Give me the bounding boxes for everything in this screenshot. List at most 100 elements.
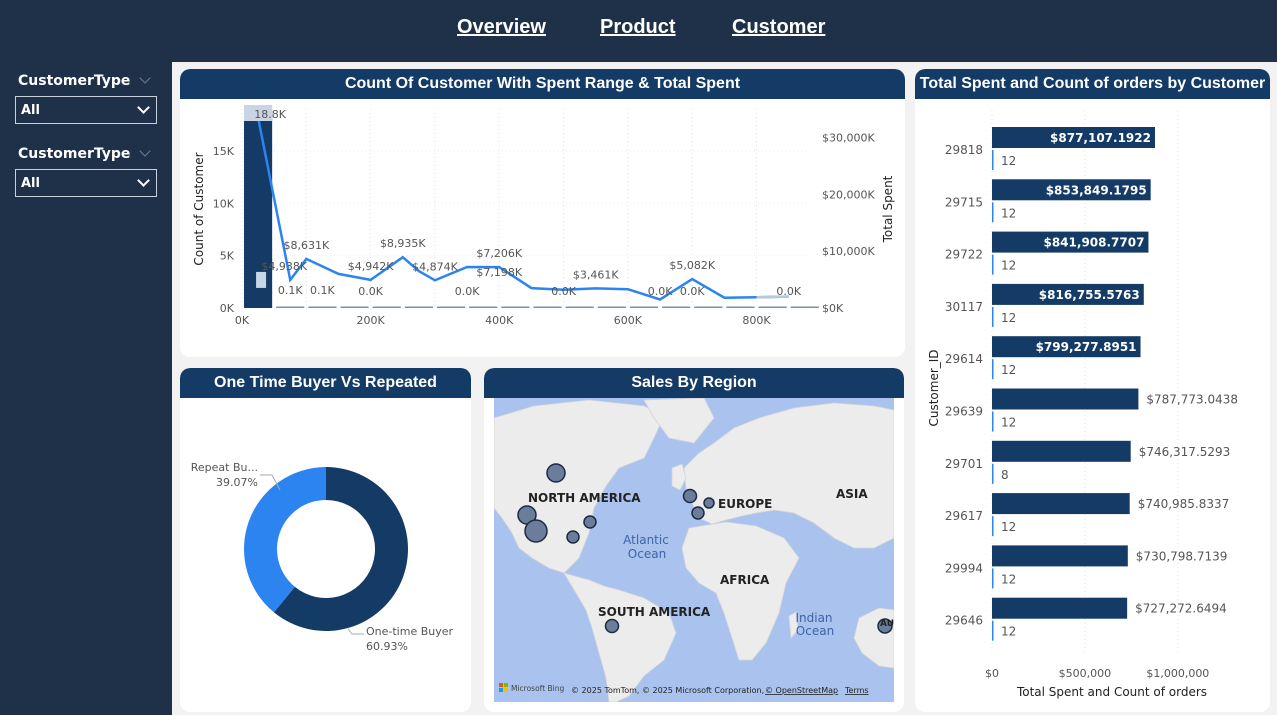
count-bar [758,306,787,308]
line-data-label: $8,631K [283,239,329,252]
bubble-us-central[interactable] [583,515,597,529]
customer-type-dropdown-2[interactable]: All [15,169,157,197]
x-tick-label: 200K [357,314,386,327]
order-count-label: 12 [1001,572,1016,586]
count-bar [372,306,401,308]
customer-id-label: 29715 [945,195,983,209]
bubble-australia[interactable] [877,618,893,634]
y2-tick-label: $0K [822,302,844,315]
order-count-label: 12 [1001,520,1016,534]
y-tick-label: 0K [220,302,235,315]
eurasia-shape [683,402,894,549]
south-america-shape [563,572,677,702]
count-bar [694,306,723,308]
map-label-asia: ASIA [836,487,868,501]
line-data-label: $5,082K [669,259,715,272]
chevron-down-icon[interactable] [139,72,151,84]
line-data-label: $7,206K [476,247,522,260]
customer-id-label: 30117 [945,300,983,314]
y-axis-title: Count of Customer [192,152,206,265]
label-highlight [244,105,273,121]
y-tick-label: 5K [220,250,235,263]
total-spent-bar [992,336,1141,358]
line-data-label: $7,198K [476,266,522,279]
x-tick-label: $1,000,000 [1146,667,1209,680]
bar-data-label: 0.1K [310,284,335,297]
line-data-label: $4,942K [348,260,394,273]
donut-slice [274,467,408,631]
africa-shape [681,521,800,661]
nav-overview[interactable]: Overview [457,16,546,38]
line-data-label: $3,461K [573,268,619,281]
bar-data-label: 0.0K [680,285,705,298]
top-nav-bar: Overview Product Customer [172,0,1277,62]
nav-product[interactable]: Product [600,16,676,38]
map-label-north-america: NORTH AMERICA [528,491,641,505]
x-tick-label: 0K [235,314,250,327]
x-tick-label: $500,000 [1059,667,1112,680]
count-bar [469,306,498,308]
bubble-us-southeast[interactable] [566,530,580,544]
map-label-atlantic-ocean: Ocean [628,547,666,561]
total-spent-label: $730,798.7139 [1136,549,1228,563]
bar-data-label: 0.1K [278,284,303,297]
chevron-down-icon[interactable] [139,145,151,157]
map-label-indian: Indian [795,611,832,625]
map-bubbles[interactable] [517,463,893,634]
total-spent-line-tail [756,295,789,299]
customer-type-dropdown-1[interactable]: All [15,96,157,124]
total-spent-label: $816,755.5763 [1039,288,1140,302]
bubble-france[interactable] [691,506,705,520]
label-highlight [256,271,267,288]
terms-link[interactable]: Terms [844,686,869,695]
combo-chart: 0K 5K 10K 15K $0K $10,000K $20,000K $30,000K 0K 2… [192,105,895,327]
order-count-label: 12 [1001,363,1016,377]
count-bar [308,306,337,308]
count-bar [436,306,466,308]
map-label-south-america: SOUTH AMERICA [598,605,711,619]
y2-axis-title: Total Spent [881,175,895,243]
total-spent-label: $740,985.8337 [1138,497,1230,511]
sales-region-map[interactable]: NORTH AMERICA EUROPE ASIA AFRICA SOUTH A… [494,398,894,702]
total-spent-label: $727,272.6494 [1135,602,1227,616]
customer-id-label: 29646 [945,614,983,628]
total-spent-bar [992,283,1144,305]
total-spent-label: $746,317.5293 [1139,445,1231,459]
y-tick-label: 10K [213,197,235,210]
sidebar: CustomerType All CustomerType All [0,0,172,715]
bubble-canada[interactable] [546,463,566,483]
customer-id-label: 29994 [945,561,983,575]
bar-data-label: 0.0K [551,285,576,298]
leader-line [260,474,281,491]
total-spent-bar [992,388,1139,410]
x-axis-title: Total Spent and Count of orders [1016,685,1207,699]
line-data-label: $4,874K [412,260,458,273]
bing-logo: Microsoft Bing [499,683,564,693]
order-count-label: 12 [1001,206,1016,220]
total-spent-bar [992,127,1155,148]
bing-logo-text: Microsoft Bing [511,684,564,693]
bubble-uk[interactable] [682,488,698,504]
order-count-label: 12 [1001,154,1016,168]
total-spent-label: $799,277.8951 [1036,340,1137,354]
map-card: Sales By Region NORTH AMERICA EUROPE ASI… [484,368,904,712]
total-spent-bar [992,493,1130,515]
bubble-brazil[interactable] [604,618,620,634]
slice-percent: 60.93% [366,640,408,653]
customer-bar-title: Total Spent and Count of orders by Custo… [915,69,1270,99]
order-count-bar [992,306,994,327]
bubble-germany[interactable] [703,497,715,509]
bar-data-label: 0.0K [776,285,801,298]
greenland-shape [643,398,715,444]
combo-chart-card: Count Of Customer With Spent Range & Tot… [180,69,905,357]
nav-customer[interactable]: Customer [732,16,826,38]
y-axis-title: Customer_ID [927,349,941,426]
donut-slice [244,467,326,613]
donut-chart: Repeat Bu... 39.07% One-time Buyer 60.93% [191,461,454,653]
x-tick-label: 400K [485,314,514,327]
openstreetmap-link[interactable]: © OpenStreetMap [765,686,838,695]
madagascar-shape [788,611,799,639]
count-bar [276,306,305,308]
dropdown-value: All [21,176,40,191]
bubble-us-southwest[interactable] [524,519,548,543]
